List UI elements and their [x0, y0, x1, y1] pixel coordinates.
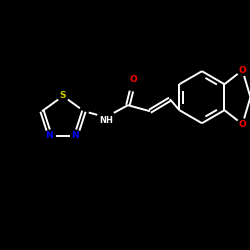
Text: O: O	[238, 120, 246, 129]
Text: O: O	[129, 75, 137, 84]
Text: O: O	[238, 66, 246, 75]
Text: N: N	[71, 131, 79, 140]
Text: S: S	[60, 92, 66, 100]
Text: NH: NH	[99, 116, 113, 125]
Text: N: N	[45, 131, 53, 140]
